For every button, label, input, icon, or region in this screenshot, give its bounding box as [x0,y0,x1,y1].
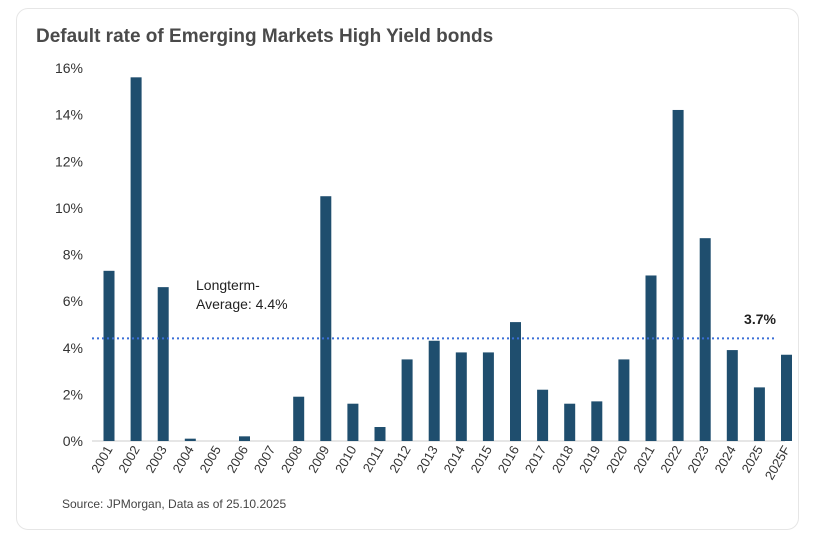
bar-2012 [401,359,413,441]
y-tick-label: 8% [63,247,83,263]
bar-2003 [157,287,169,441]
y-tick-label: 6% [63,293,83,309]
y-tick-label: 10% [55,200,83,216]
x-tick-label: 2012 [386,443,413,476]
y-tick-label: 16% [55,60,83,76]
x-tick-label: 2015 [468,443,495,476]
y-tick-label: 2% [63,386,83,402]
chart-card [16,8,799,530]
bar-2009 [320,196,332,441]
x-tick-label: 2007 [251,443,278,476]
x-tick-label: 2019 [576,443,603,476]
x-tick-label: 2005 [197,443,224,476]
x-tick-label: 2016 [495,443,522,476]
x-tick-label: 2001 [88,443,115,476]
bar-2019 [591,401,603,441]
x-tick-label: 2003 [142,443,169,476]
x-tick-label: 2017 [522,443,549,476]
bar-2004 [184,438,196,441]
x-tick-label: 2008 [278,443,305,476]
bar-2013 [428,340,440,441]
source-note: Source: JPMorgan, Data as of 25.10.2025 [62,497,287,511]
x-tick-label: 2014 [440,443,467,476]
bar-2024 [726,350,738,441]
bar-2008 [293,396,305,441]
bar-2021 [645,275,657,441]
x-tick-label: 2021 [630,443,657,476]
bar-2016 [510,322,521,441]
x-tick-label: 2023 [684,443,711,476]
last-value-label: 3.7% [744,311,776,327]
bar-2014 [455,352,467,441]
x-tick-label: 2024 [711,443,738,476]
x-tick-label: 2002 [115,443,142,476]
x-tick-label: 2020 [603,443,630,476]
chart-title: Default rate of Emerging Markets High Yi… [36,26,494,47]
x-tick-label: 2009 [305,443,332,476]
bar-2010 [347,403,359,441]
bar-2002 [130,77,142,441]
x-tick-label: 2025 [739,443,766,476]
bar-2022 [672,109,684,442]
y-tick-label: 14% [55,107,83,123]
x-tick-label: 2006 [224,443,251,476]
bar-2017 [537,389,549,441]
bar-2011 [374,427,386,441]
bar-2025F [781,354,792,441]
y-tick-label: 0% [63,433,83,449]
bar-2025 [753,387,765,441]
y-tick-label: 4% [63,340,83,356]
x-tick-label: 2022 [657,443,684,476]
x-tick-label: 2004 [169,443,196,476]
bar-2001 [103,270,115,441]
average-label: Average: 4.4% [196,296,288,312]
average-label: Longterm- [196,277,260,293]
x-tick-label: 2010 [332,443,359,476]
x-tick-label: 2025F [762,443,793,482]
bar-2006 [239,436,250,441]
y-tick-label: 12% [55,153,83,169]
bar-2018 [564,403,576,441]
x-tick-label: 2011 [360,443,387,475]
bar-2023 [699,238,711,441]
x-tick-label: 2018 [549,443,576,476]
bar-2015 [482,352,494,441]
x-tick-label: 2013 [413,443,440,476]
bar-2020 [618,359,630,441]
